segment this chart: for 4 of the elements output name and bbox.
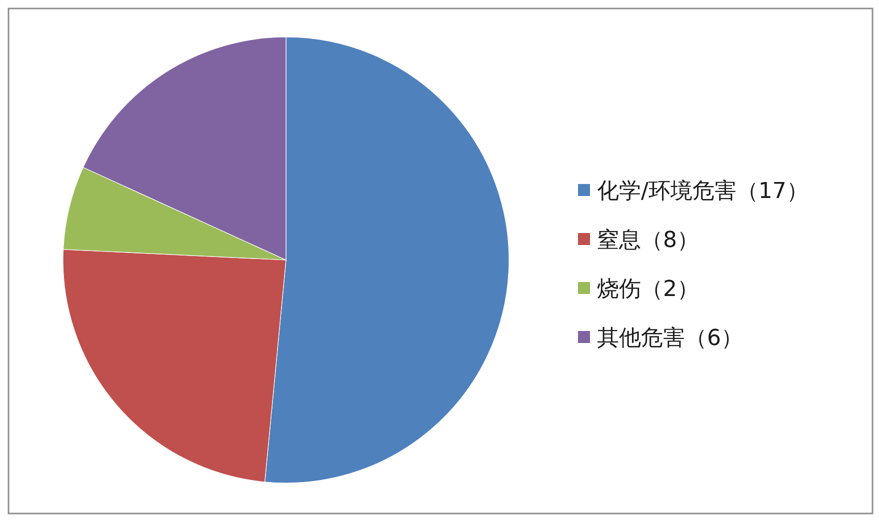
legend-label: 化学/环境危害（17） [597,179,808,204]
legend-label: 烧伤（2） [597,277,699,302]
legend-label: 其他危害（6） [597,326,743,351]
legend-label: 窒息（8） [597,228,699,253]
